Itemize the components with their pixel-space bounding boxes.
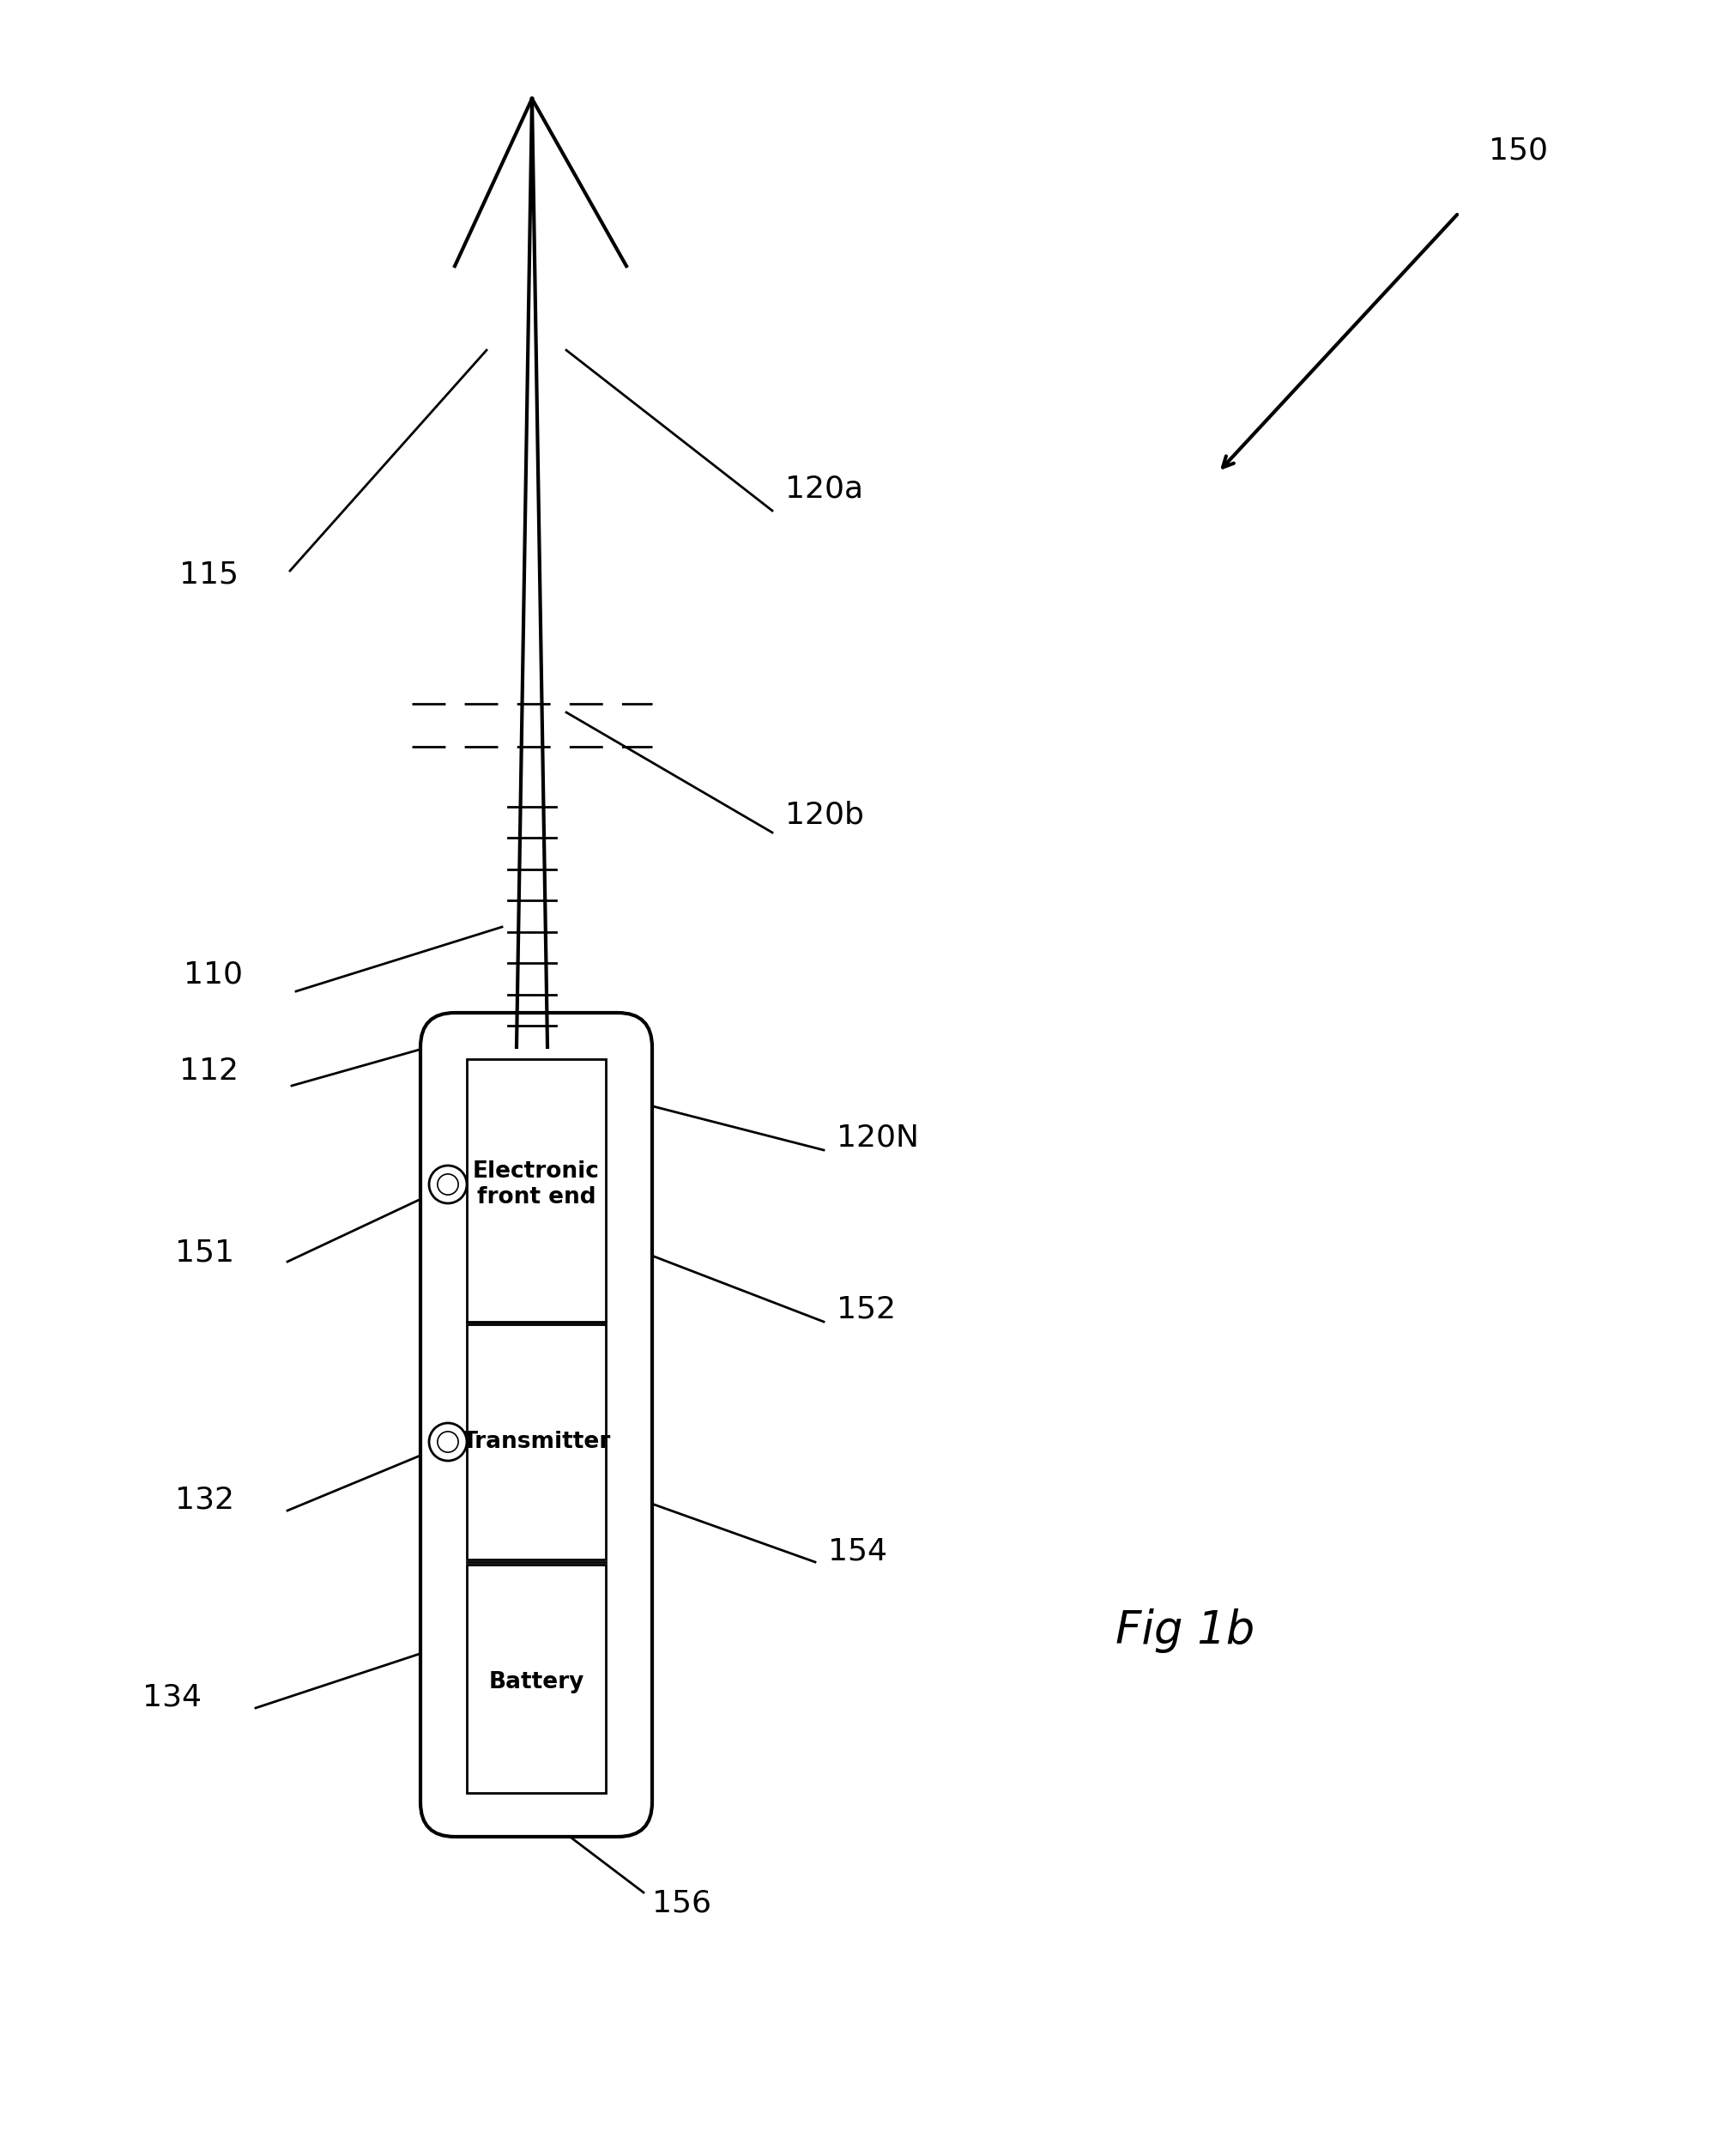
Text: 152: 152 (837, 1294, 897, 1324)
Text: 115: 115 (180, 561, 238, 589)
Text: Transmitter: Transmitter (462, 1432, 611, 1453)
Text: 120N: 120N (837, 1123, 919, 1151)
Text: 110: 110 (183, 959, 243, 990)
Text: 120a: 120a (785, 474, 864, 505)
Text: 150: 150 (1489, 136, 1548, 164)
Bar (467, 1324, 606, 1559)
Text: Fig 1b: Fig 1b (1116, 1608, 1254, 1654)
Circle shape (438, 1432, 459, 1453)
Text: 154: 154 (828, 1537, 888, 1567)
Text: 132: 132 (175, 1485, 234, 1516)
Text: Electronic
front end: Electronic front end (472, 1160, 601, 1210)
Text: Battery: Battery (489, 1671, 583, 1692)
Circle shape (429, 1166, 467, 1203)
Text: 151: 151 (175, 1238, 234, 1268)
Bar (467, 1565, 606, 1794)
Circle shape (429, 1423, 467, 1462)
Text: 120b: 120b (785, 800, 864, 830)
Text: 134: 134 (142, 1684, 202, 1712)
Text: 112: 112 (180, 1056, 238, 1087)
FancyBboxPatch shape (421, 1013, 652, 1837)
Circle shape (438, 1175, 459, 1194)
Bar (467, 1059, 606, 1322)
Text: 156: 156 (652, 1889, 712, 1919)
